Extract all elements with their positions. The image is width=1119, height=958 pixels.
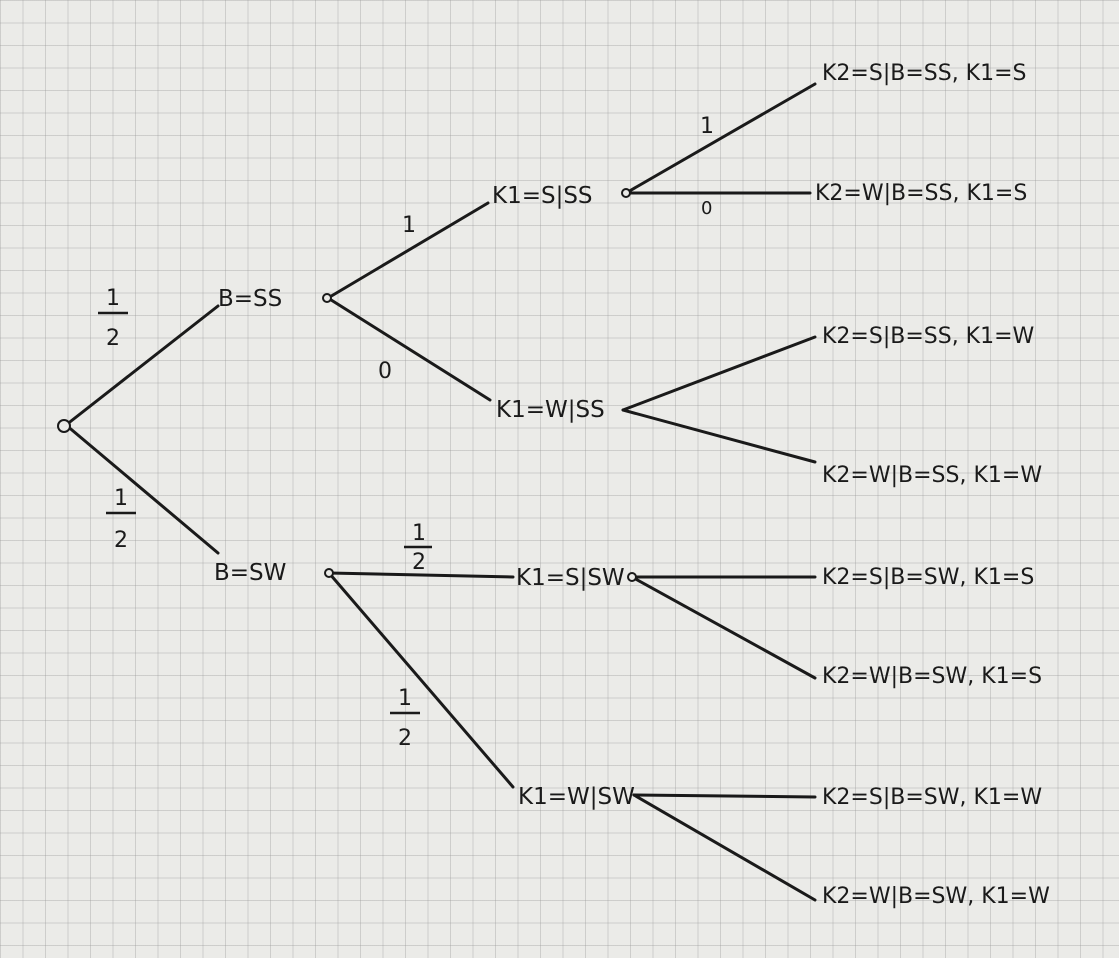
edge-k1wsw-l7 bbox=[634, 795, 815, 797]
edge-k1ssw-l6 bbox=[632, 577, 815, 678]
bsw-node-dot bbox=[325, 569, 333, 577]
root-node-dot bbox=[58, 420, 70, 432]
prob-bsw-k1w: 1 2 bbox=[390, 686, 420, 751]
prob-root-bss: 1 2 bbox=[98, 286, 128, 351]
leaf-4: K2=W|B=SS, K1=W bbox=[822, 463, 1042, 488]
prob-k1sss-k2s: 1 bbox=[700, 114, 714, 139]
edge-k1wss-l3 bbox=[623, 337, 815, 410]
leaf-6: K2=W|B=SW, K1=S bbox=[822, 664, 1042, 689]
bss-node-dot bbox=[323, 294, 331, 302]
prob-root-bsw-num: 1 bbox=[114, 486, 128, 511]
prob-bsw-k1s: 1 2 bbox=[404, 521, 432, 575]
node-k1-s-sw: K1=S|SW bbox=[516, 565, 625, 591]
edge-root-bss bbox=[66, 306, 218, 425]
prob-bss-k1s: 1 bbox=[402, 213, 416, 238]
leaf-7: K2=S|B=SW, K1=W bbox=[822, 785, 1042, 810]
prob-bsw-k1s-num: 1 bbox=[412, 521, 426, 546]
leaf-2: K2=W|B=SS, K1=S bbox=[815, 181, 1027, 206]
prob-root-bss-den: 2 bbox=[106, 326, 120, 351]
edge-k1wsw-l8 bbox=[634, 795, 815, 900]
node-k1-w-ss: K1=W|SS bbox=[496, 397, 605, 423]
prob-bsw-k1s-den: 2 bbox=[412, 550, 426, 575]
leaf-5: K2=S|B=SW, K1=S bbox=[822, 565, 1034, 590]
edge-root-bsw bbox=[66, 425, 218, 553]
prob-bsw-k1w-num: 1 bbox=[398, 686, 412, 711]
node-b-ss: B=SS bbox=[218, 286, 282, 312]
leaf-3: K2=S|B=SS, K1=W bbox=[822, 324, 1035, 349]
leaf-1: K2=S|B=SS, K1=S bbox=[822, 61, 1027, 86]
edge-k1sss-l1 bbox=[626, 84, 815, 193]
prob-root-bsw: 1 2 bbox=[106, 486, 136, 553]
k1sss-node-dot bbox=[622, 189, 630, 197]
prob-root-bsw-den: 2 bbox=[114, 528, 128, 553]
node-k1-w-sw: K1=W|SW bbox=[518, 784, 635, 810]
k1ssw-node-dot bbox=[628, 573, 636, 581]
edge-bss-k1w bbox=[328, 298, 490, 400]
node-b-sw: B=SW bbox=[214, 560, 286, 586]
edge-bsw-k1w bbox=[329, 573, 513, 787]
prob-bss-k1w: 0 bbox=[378, 359, 392, 384]
prob-k1sss-k2w: 0 bbox=[701, 198, 712, 219]
node-k1-s-ss: K1=S|SS bbox=[492, 183, 593, 209]
leaf-8: K2=W|B=SW, K1=W bbox=[822, 884, 1050, 909]
prob-bsw-k1w-den: 2 bbox=[398, 726, 412, 751]
edge-k1wss-l4 bbox=[623, 410, 815, 462]
prob-root-bss-num: 1 bbox=[106, 286, 120, 311]
